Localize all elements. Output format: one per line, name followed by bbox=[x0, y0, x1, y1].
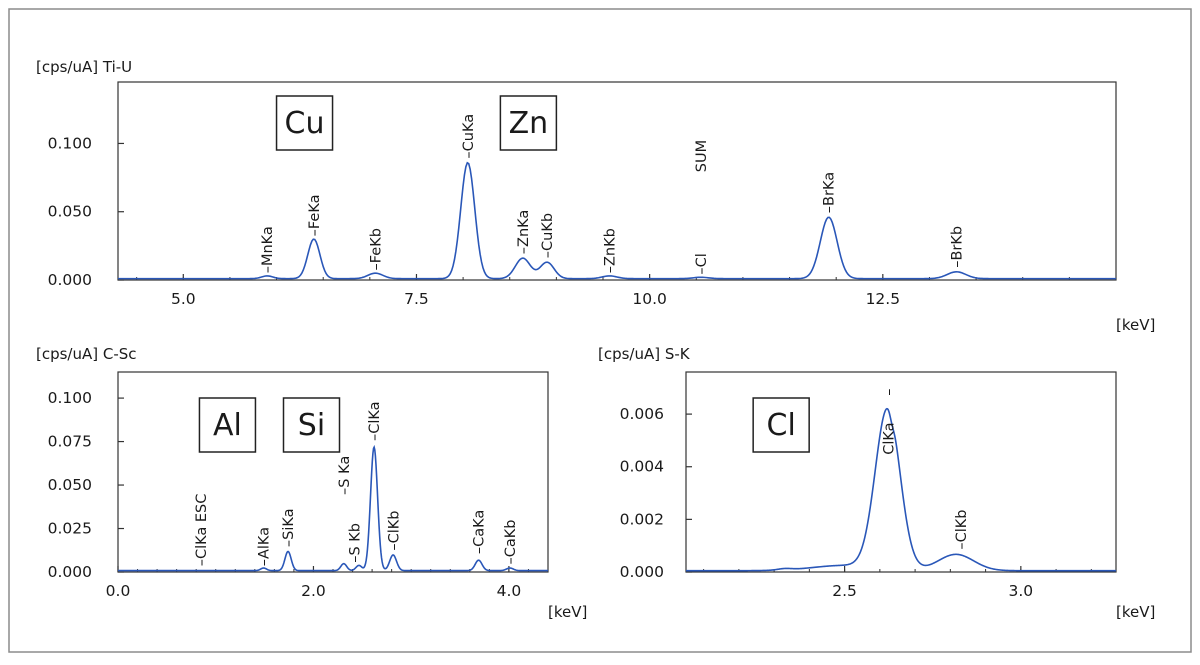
peak-label: –BrKb bbox=[950, 226, 966, 268]
peak-label: SUM bbox=[694, 140, 710, 172]
range-title: [cps/uA] C-Sc bbox=[36, 345, 137, 363]
x-tick-label: 3.0 bbox=[1009, 582, 1034, 600]
element-box-label: Zn bbox=[509, 106, 549, 141]
x-tick-label: 5.0 bbox=[171, 290, 196, 308]
peak-label: –ZnKa bbox=[516, 210, 532, 255]
peak-label: –S Kb bbox=[348, 523, 364, 563]
x-tick-label: 2.5 bbox=[832, 582, 857, 600]
x-tick-label: 12.5 bbox=[866, 290, 901, 308]
peak-marker: – bbox=[882, 388, 898, 395]
y-tick-label: 0.075 bbox=[48, 433, 92, 451]
element-box bbox=[499, 95, 558, 151]
y-tick-label: 0.050 bbox=[48, 203, 92, 221]
peak-label: –ClKa bbox=[367, 401, 383, 441]
x-tick-label: 4.0 bbox=[497, 582, 522, 600]
chart-top: [cps/uA] Ti-U 5.0 7.5 10.0 12.5 0.000 0.050 0.1… bbox=[36, 58, 1155, 334]
x-tick-label: 0.0 bbox=[106, 582, 131, 600]
element-box-label: Cl bbox=[767, 408, 796, 443]
chart-bottom-right: [cps/uA] S-K 2.5 3.0 0.000 0.002 0.004 0.006 [k… bbox=[598, 345, 1155, 621]
peak-label: ClKa bbox=[882, 423, 898, 455]
x-tick-label: 10.0 bbox=[632, 290, 667, 308]
spectrum-line bbox=[686, 407, 1116, 572]
element-box bbox=[275, 95, 334, 151]
peak-label: –Cl bbox=[694, 253, 710, 274]
y-tick-label: 0.000 bbox=[48, 563, 92, 581]
element-box-label: Al bbox=[213, 408, 242, 443]
peak-label: –ClKb bbox=[387, 510, 403, 550]
y-tick-label: 0.000 bbox=[48, 271, 92, 289]
peak-label: –SiKa bbox=[281, 508, 297, 547]
y-tick-label: 0.002 bbox=[620, 510, 664, 528]
y-tick-label: 0.004 bbox=[620, 458, 664, 476]
element-box-label: Cu bbox=[285, 106, 325, 141]
peak-label: –ClKb bbox=[954, 509, 970, 549]
range-title: [cps/uA] S-K bbox=[598, 345, 691, 363]
element-box-label: Si bbox=[298, 408, 325, 443]
peak-label: –ZnKb bbox=[603, 228, 619, 273]
y-tick-label: 0.100 bbox=[48, 389, 92, 407]
peak-label: –BrKa bbox=[822, 172, 838, 213]
spectrum-line bbox=[118, 161, 1116, 280]
peak-label: –CuKa bbox=[461, 114, 477, 159]
x-unit-label: [keV] bbox=[1116, 603, 1155, 621]
plot-area bbox=[685, 371, 1117, 573]
range-title: [cps/uA] Ti-U bbox=[36, 58, 132, 76]
peak-label: –MnKa bbox=[260, 226, 276, 273]
peak-label: –CuKb bbox=[540, 213, 556, 258]
peak-label: –CaKb bbox=[503, 520, 519, 565]
peak-label: –ClKa ESC bbox=[194, 494, 210, 567]
y-tick-label: 0.100 bbox=[48, 134, 92, 152]
x-tick-label: 7.5 bbox=[404, 290, 429, 308]
peak-label: –FeKa bbox=[307, 195, 323, 237]
spectrum-line bbox=[118, 444, 548, 572]
y-tick-label: 0.050 bbox=[48, 476, 92, 494]
element-box bbox=[282, 397, 341, 453]
element-box bbox=[752, 397, 810, 453]
chart-bottom-left: [cps/uA] C-Sc 0.0 2.0 4.0 0.000 0.025 0.050 0.0… bbox=[36, 345, 587, 621]
peak-label: –FeKb bbox=[368, 228, 384, 270]
y-tick-label: 0.006 bbox=[620, 405, 664, 423]
y-tick-label: 0.025 bbox=[48, 520, 92, 538]
peak-label: –CaKa bbox=[472, 510, 488, 554]
outer-border bbox=[8, 8, 1192, 653]
peak-label: –AlKa bbox=[257, 527, 273, 566]
x-unit-label: [keV] bbox=[548, 603, 587, 621]
plot-area bbox=[117, 81, 1117, 281]
element-box bbox=[198, 397, 257, 453]
y-tick-label: 0.000 bbox=[620, 563, 664, 581]
peak-label: –S Ka bbox=[337, 456, 353, 495]
x-tick-label: 2.0 bbox=[301, 582, 326, 600]
x-unit-label: [keV] bbox=[1116, 316, 1155, 334]
